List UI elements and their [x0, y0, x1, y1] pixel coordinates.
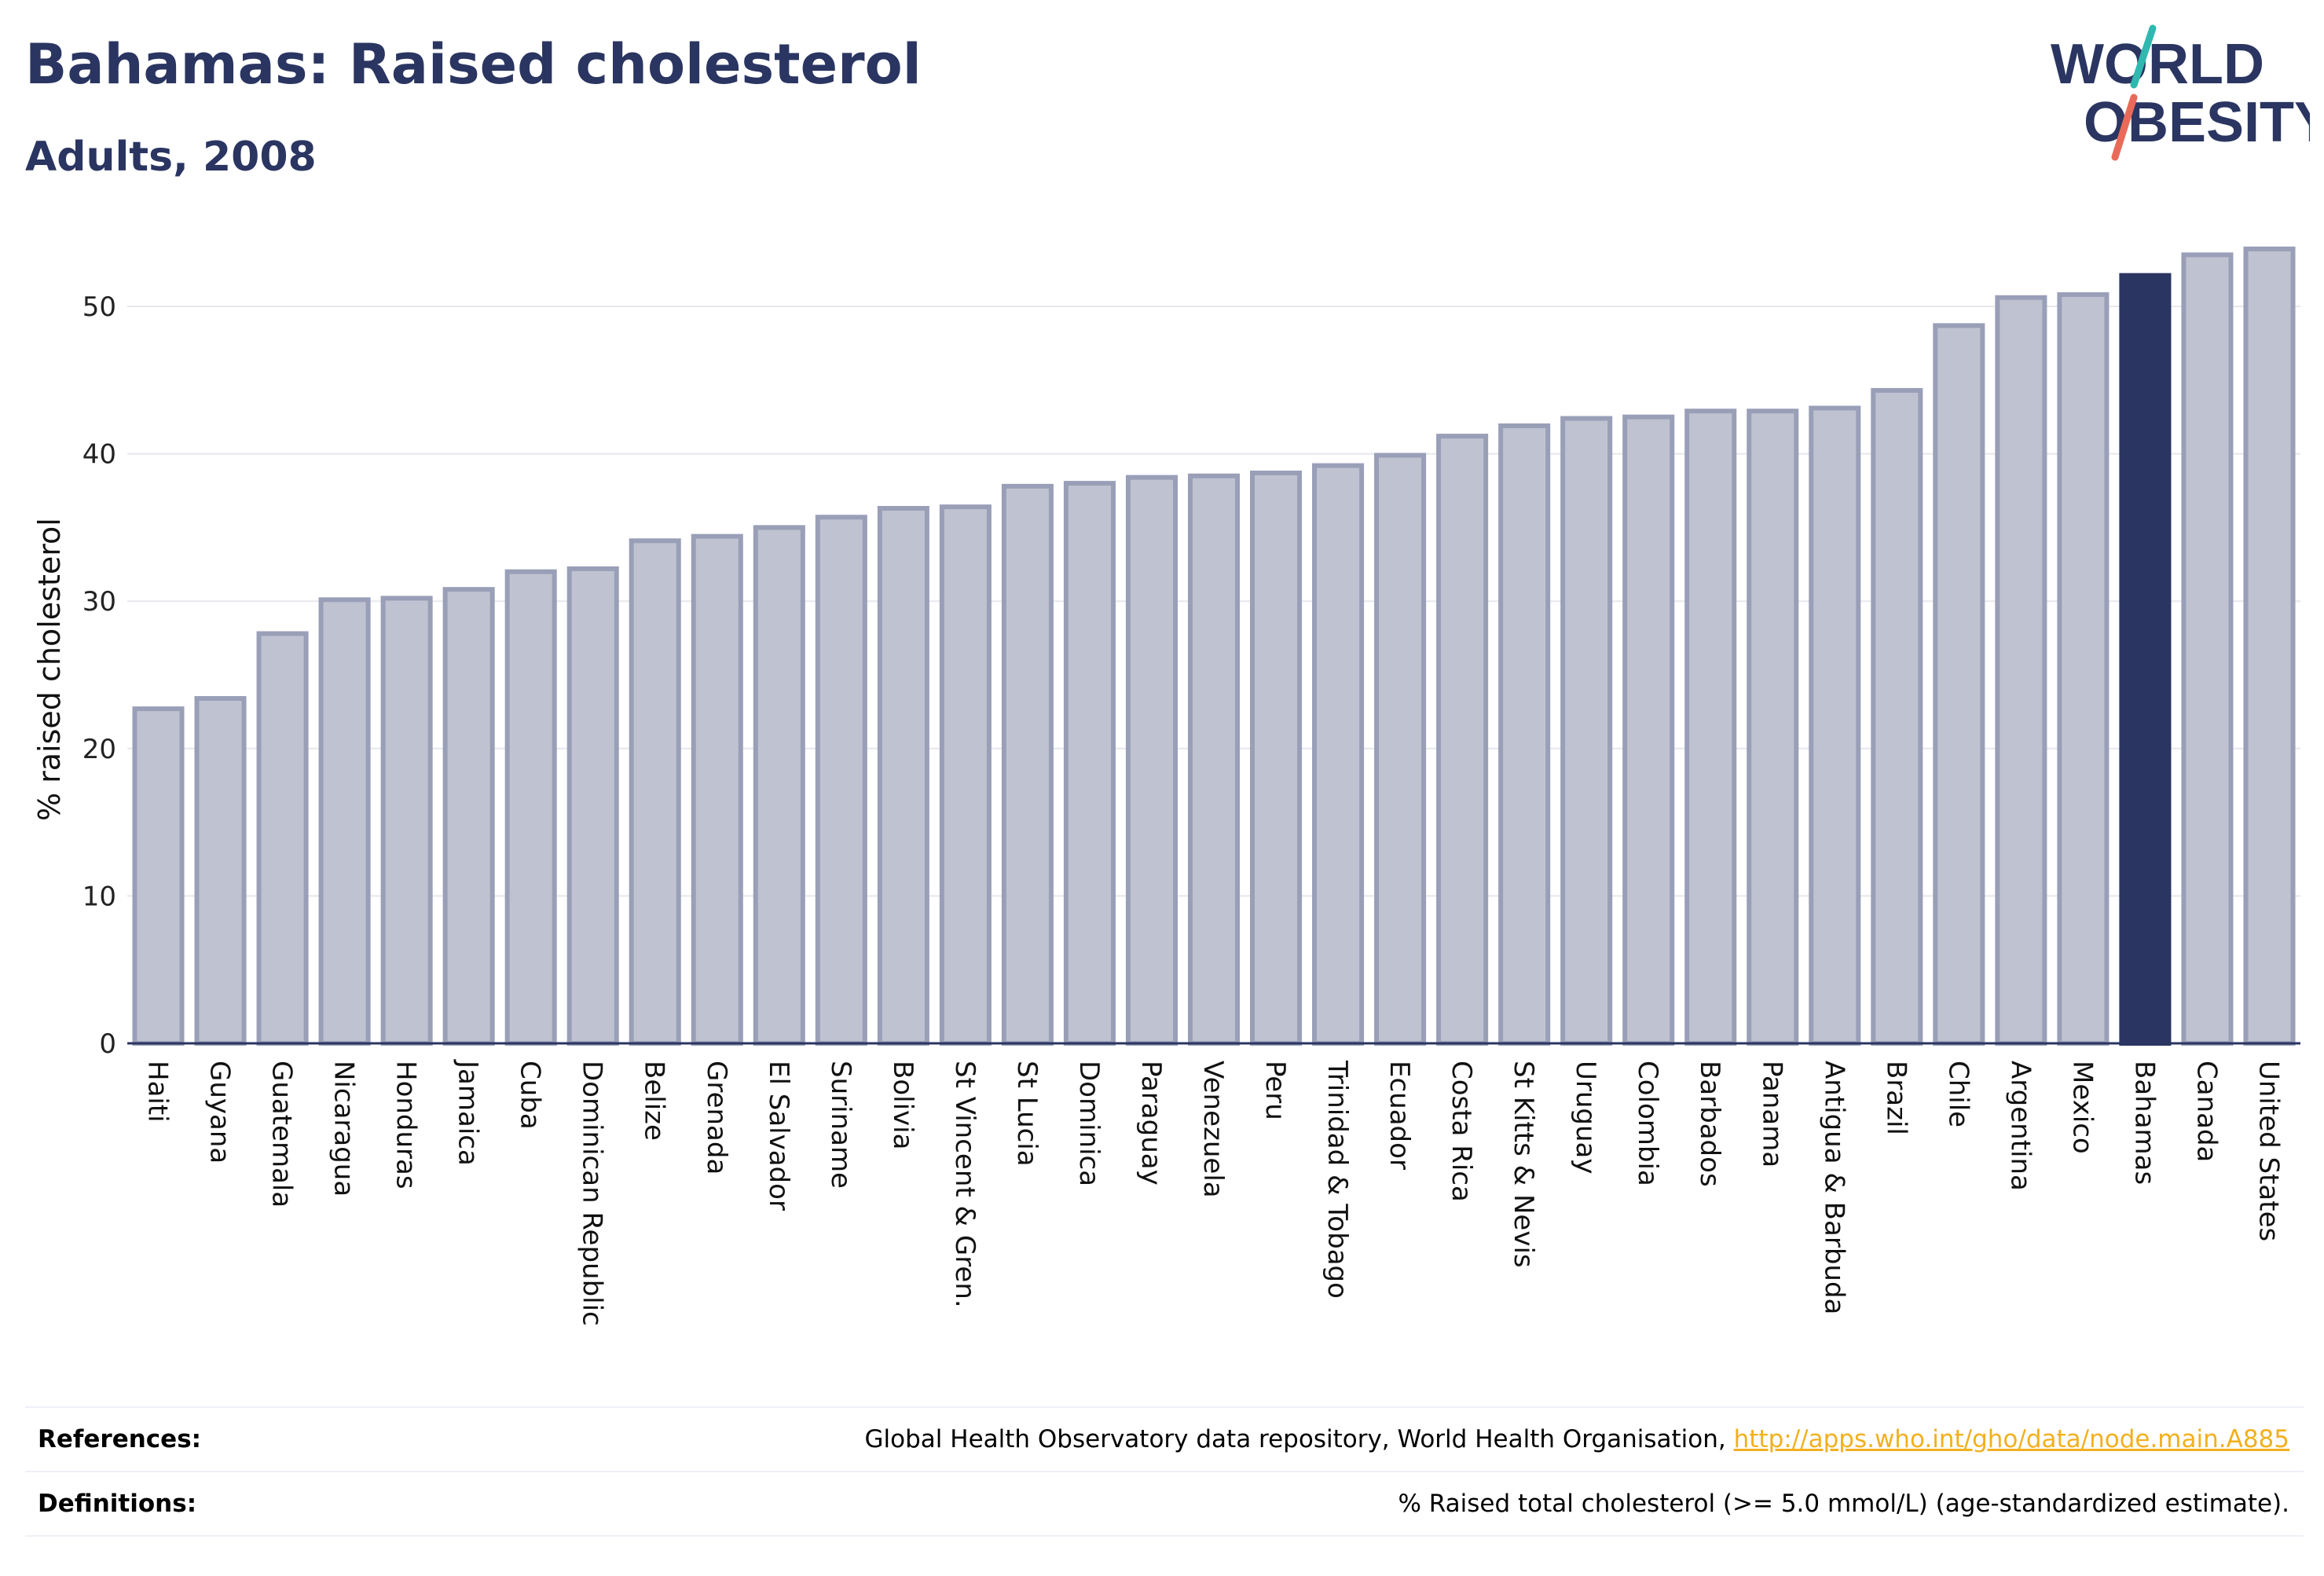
references-source: Global Health Observatory data repositor… — [864, 1425, 1734, 1453]
x-tick-label: Belize — [639, 1061, 670, 1141]
definitions-text: % Raised total cholesterol (>= 5.0 mmol/… — [1398, 1490, 2289, 1518]
x-tick-label: Barbados — [1694, 1061, 1725, 1187]
chart-subtitle: Adults, 2008 — [25, 134, 317, 181]
bar-uruguay[interactable] — [1560, 416, 1613, 1046]
x-tick-label: Uruguay — [1570, 1061, 1601, 1175]
x-tick-label: El Salvador — [763, 1061, 794, 1211]
y-tick-label: 20 — [82, 734, 116, 765]
x-tick-label: Bahamas — [2128, 1061, 2160, 1185]
x-tick-label: Dominican Republic — [577, 1061, 608, 1326]
logo-word-world: WORLD — [2051, 33, 2264, 96]
x-tick-label: Suriname — [825, 1061, 856, 1189]
x-tick-label: Cuba — [515, 1061, 546, 1130]
bar-bahamas[interactable] — [2119, 273, 2172, 1046]
bar-st-vincent-gren-[interactable] — [939, 504, 992, 1046]
x-tick-label: Grenada — [701, 1061, 732, 1175]
x-tick-label: St Lucia — [1011, 1061, 1043, 1167]
bar-peru[interactable] — [1249, 470, 1303, 1046]
y-tick-label: 10 — [82, 881, 116, 912]
x-tick-label: Bolivia — [887, 1061, 918, 1149]
bar-costa-rica[interactable] — [1436, 434, 1489, 1046]
x-tick-label: Brazil — [1880, 1061, 1912, 1135]
bar-barbados[interactable] — [1684, 409, 1737, 1046]
bar-chile[interactable] — [1933, 323, 1985, 1046]
x-tick-label: Peru — [1259, 1061, 1291, 1120]
bar-venezuela[interactable] — [1187, 473, 1241, 1046]
bar-grenada[interactable] — [691, 533, 743, 1046]
logo-slash-coral — [2111, 93, 2138, 161]
bar-colombia[interactable] — [1622, 414, 1675, 1046]
bar-haiti[interactable] — [132, 706, 185, 1046]
x-tick-label: Trinidad & Tobago — [1321, 1060, 1353, 1299]
bar-jamaica[interactable] — [442, 587, 495, 1046]
footer-divider-top — [25, 1406, 2304, 1408]
y-tick-label: 50 — [82, 291, 116, 323]
y-tick-label: 0 — [99, 1028, 116, 1060]
references-text: Global Health Observatory data repositor… — [865, 1425, 2289, 1453]
x-tick-label: Panama — [1756, 1061, 1787, 1167]
x-tick-label: Antigua & Barbuda — [1818, 1061, 1849, 1314]
y-tick-label: 40 — [82, 439, 116, 471]
x-tick-label: Costa Rica — [1446, 1061, 1477, 1202]
bar-st-lucia[interactable] — [1001, 483, 1054, 1046]
bar-cuba[interactable] — [504, 569, 557, 1046]
bar-antigua-barbuda[interactable] — [1809, 405, 1861, 1046]
x-tick-label: St Kitts & Nevis — [1508, 1061, 1539, 1268]
bar-belize[interactable] — [629, 538, 681, 1046]
bar-honduras[interactable] — [380, 596, 433, 1046]
bar-canada[interactable] — [2181, 252, 2234, 1046]
x-tick-label: Paraguay — [1135, 1061, 1167, 1186]
bar-guyana[interactable] — [194, 696, 247, 1046]
references-link[interactable]: http://apps.who.int/gho/data/node.main.A… — [1733, 1425, 2289, 1453]
x-tick-label: Mexico — [2066, 1061, 2098, 1154]
x-tick-label: St Vincent & Gren. — [949, 1061, 981, 1308]
bar-paraguay[interactable] — [1125, 475, 1178, 1046]
bar-brazil[interactable] — [1871, 387, 1923, 1046]
y-tick-label: 30 — [82, 586, 116, 618]
logo-slash-teal — [2130, 24, 2157, 89]
x-tick-label: United States — [2253, 1061, 2284, 1241]
bar-trinidad-tobago[interactable] — [1312, 463, 1365, 1046]
x-tick-label: Honduras — [390, 1061, 422, 1189]
references-label: References: — [38, 1425, 202, 1453]
x-tick-label: Argentina — [2004, 1061, 2036, 1191]
bar-guatemala[interactable] — [256, 631, 309, 1046]
x-tick-label: Guyana — [204, 1061, 236, 1164]
x-tick-label: Ecuador — [1384, 1061, 1415, 1170]
bar-el-salvador[interactable] — [753, 525, 805, 1046]
y-axis-title: % raised cholesterol — [32, 518, 67, 821]
bar-st-kitts-nevis[interactable] — [1498, 423, 1551, 1046]
chart-title: Bahamas: Raised cholesterol — [25, 32, 922, 97]
footer-divider-middle — [25, 1471, 2304, 1472]
definitions-label: Definitions: — [38, 1490, 197, 1518]
x-tick-label: Haiti — [142, 1061, 174, 1123]
bar-united-states[interactable] — [2243, 246, 2296, 1046]
footer-divider-bottom — [25, 1535, 2304, 1537]
x-tick-label: Guatemala — [266, 1061, 298, 1208]
bar-dominican-republic[interactable] — [566, 566, 619, 1046]
x-tick-label: Nicaragua — [328, 1061, 360, 1197]
x-tick-label: Jamaica — [453, 1059, 484, 1166]
bar-argentina[interactable] — [1995, 295, 2047, 1046]
x-tick-label: Dominica — [1073, 1061, 1105, 1186]
bar-chart: 0 10 20 30 40 50 % raised cholesterol Haiti Guya… — [32, 246, 2300, 1326]
bar-suriname[interactable] — [815, 515, 867, 1046]
bar-nicaragua[interactable] — [318, 597, 371, 1046]
x-tick-label: Colombia — [1632, 1061, 1663, 1186]
world-obesity-logo[interactable]: WORLD OBESITY — [2043, 19, 2310, 168]
x-tick-label: Venezuela — [1197, 1061, 1229, 1198]
bar-panama[interactable] — [1747, 409, 1799, 1046]
x-tick-label: Canada — [2190, 1061, 2222, 1162]
bar-bolivia[interactable] — [877, 506, 929, 1046]
bar-mexico[interactable] — [2057, 291, 2110, 1046]
bar-ecuador[interactable] — [1374, 453, 1427, 1046]
x-tick-label: Chile — [1942, 1061, 1974, 1127]
bar-dominica[interactable] — [1063, 481, 1116, 1046]
